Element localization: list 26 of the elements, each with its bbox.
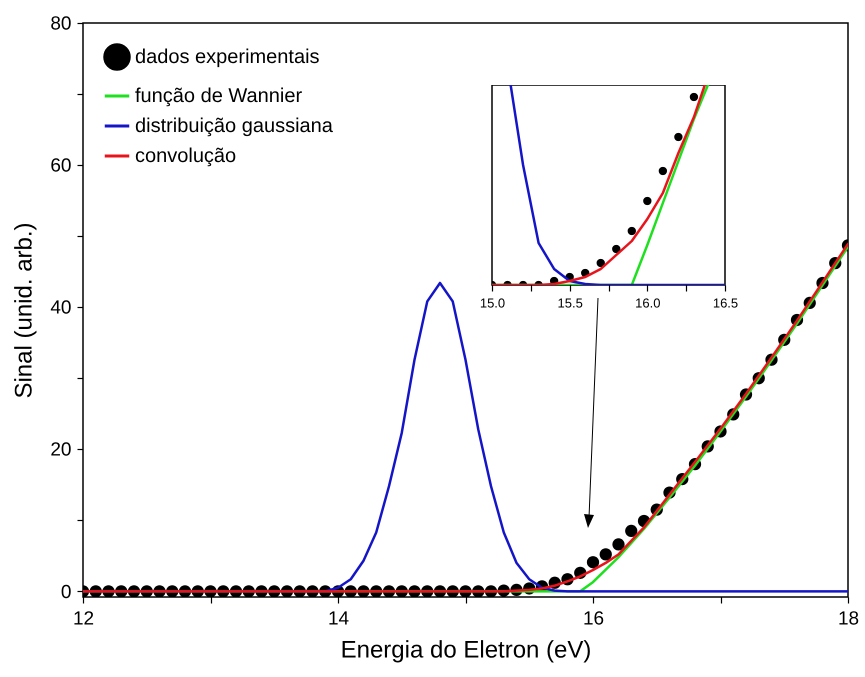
legend-label: função de Wannier <box>135 85 302 107</box>
y-axis-title: Sinal (unid. arb.) <box>10 222 38 399</box>
y-tick-label: 0 <box>60 582 72 603</box>
y-tick-label: 80 <box>50 14 72 34</box>
x-tick-label: 16 <box>582 608 604 630</box>
legend-label: dados experimentais <box>135 46 320 68</box>
y-tick-label: 40 <box>50 298 72 319</box>
y-tick-label: 20 <box>50 440 72 461</box>
x-tick-label: 15.5 <box>558 296 583 310</box>
y-tick-label: 60 <box>50 156 72 177</box>
point <box>658 166 668 176</box>
point <box>674 132 683 142</box>
point <box>596 258 605 268</box>
legend-label: convolução <box>135 145 236 167</box>
x-tick-label: 16.5 <box>712 296 738 310</box>
x-tick-label: 12 <box>72 608 94 630</box>
point <box>690 92 698 102</box>
x-tick-label: 15.0 <box>480 296 506 310</box>
x-tick-label: 16.0 <box>635 296 660 310</box>
x-axis-title: Energia do Eletron (eV) <box>340 636 592 664</box>
point <box>612 244 620 254</box>
point <box>628 226 636 236</box>
legend-label: distribuição gaussiana <box>135 115 334 137</box>
x-tick-label: 14 <box>328 608 350 630</box>
point <box>643 196 652 206</box>
x-tick-label: 18 <box>838 608 860 630</box>
